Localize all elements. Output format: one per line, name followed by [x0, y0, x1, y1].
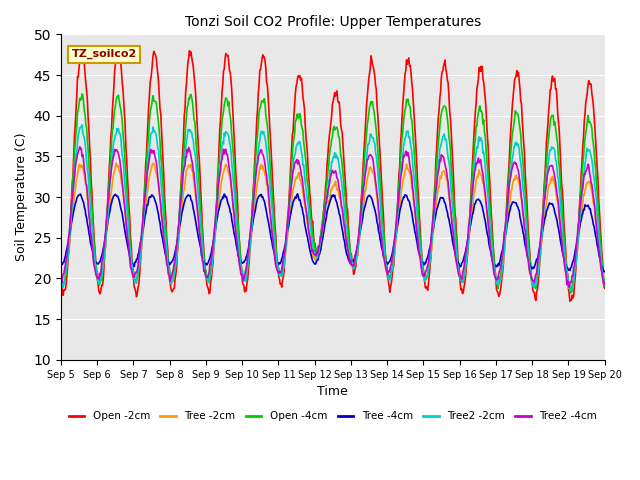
- Line: Tree2 -4cm: Tree2 -4cm: [61, 147, 605, 287]
- Open -2cm: [399, 93, 407, 98]
- Tree2 -4cm: [601, 279, 609, 285]
- X-axis label: Time: Time: [317, 385, 348, 398]
- Line: Open -2cm: Open -2cm: [61, 49, 605, 301]
- Tree -2cm: [124, 231, 131, 237]
- Tree -2cm: [415, 252, 423, 258]
- Open -2cm: [601, 285, 609, 291]
- Tree2 -4cm: [67, 213, 75, 218]
- Tree2 -4cm: [179, 175, 186, 180]
- Legend: Open -2cm, Tree -2cm, Open -4cm, Tree -4cm, Tree2 -2cm, Tree2 -4cm: Open -2cm, Tree -2cm, Open -4cm, Tree -4…: [65, 408, 601, 426]
- Open -4cm: [399, 120, 407, 125]
- Y-axis label: Soil Temperature (C): Soil Temperature (C): [15, 133, 28, 261]
- Line: Tree -4cm: Tree -4cm: [61, 194, 605, 272]
- Tree -2cm: [57, 274, 65, 280]
- Open -4cm: [78, 91, 86, 97]
- Open -4cm: [124, 196, 131, 202]
- Open -4cm: [207, 265, 215, 271]
- Tree2 -4cm: [207, 254, 215, 260]
- Tree2 -2cm: [67, 225, 75, 230]
- Tree2 -2cm: [57, 277, 65, 283]
- Tree -2cm: [67, 229, 75, 235]
- Open -2cm: [67, 213, 75, 219]
- Open -2cm: [124, 175, 131, 180]
- Tree -4cm: [207, 252, 214, 258]
- Tree2 -4cm: [565, 284, 573, 290]
- Tree -4cm: [123, 238, 131, 243]
- Tree -2cm: [179, 198, 186, 204]
- Tree2 -4cm: [124, 236, 131, 242]
- Open -2cm: [207, 276, 215, 282]
- Open -4cm: [57, 271, 65, 277]
- Tree2 -4cm: [57, 269, 65, 275]
- Tree2 -2cm: [78, 122, 86, 128]
- Tree -4cm: [601, 269, 609, 275]
- Tree -2cm: [399, 176, 407, 181]
- Tree2 -4cm: [415, 252, 423, 258]
- Line: Tree2 -2cm: Tree2 -2cm: [61, 125, 605, 290]
- Tree2 -2cm: [399, 143, 407, 148]
- Open -2cm: [566, 299, 573, 304]
- Open -2cm: [79, 47, 86, 52]
- Open -4cm: [567, 290, 575, 296]
- Title: Tonzi Soil CO2 Profile: Upper Temperatures: Tonzi Soil CO2 Profile: Upper Temperatur…: [185, 15, 481, 29]
- Tree2 -2cm: [207, 267, 215, 273]
- Open -4cm: [601, 283, 609, 289]
- Tree -4cm: [415, 251, 423, 256]
- Open -4cm: [179, 161, 186, 167]
- Tree2 -4cm: [399, 153, 407, 158]
- Open -4cm: [67, 212, 75, 218]
- Line: Open -4cm: Open -4cm: [61, 94, 605, 293]
- Text: TZ_soilco2: TZ_soilco2: [72, 49, 137, 60]
- Open -4cm: [415, 227, 423, 233]
- Tree -2cm: [207, 264, 215, 270]
- Open -2cm: [179, 149, 186, 155]
- Tree -4cm: [67, 225, 75, 230]
- Tree2 -4cm: [76, 144, 84, 150]
- Tree -4cm: [57, 262, 65, 268]
- Tree2 -2cm: [601, 281, 609, 287]
- Tree2 -2cm: [415, 235, 423, 240]
- Tree2 -2cm: [124, 213, 131, 218]
- Tree -2cm: [565, 286, 573, 291]
- Tree2 -2cm: [568, 288, 575, 293]
- Line: Tree -2cm: Tree -2cm: [61, 163, 605, 288]
- Tree -4cm: [294, 191, 301, 197]
- Tree -2cm: [112, 160, 120, 166]
- Tree -2cm: [601, 281, 609, 287]
- Open -2cm: [57, 277, 65, 283]
- Tree -4cm: [399, 194, 407, 200]
- Tree2 -2cm: [179, 180, 186, 186]
- Open -2cm: [415, 214, 423, 219]
- Tree -4cm: [178, 209, 186, 215]
